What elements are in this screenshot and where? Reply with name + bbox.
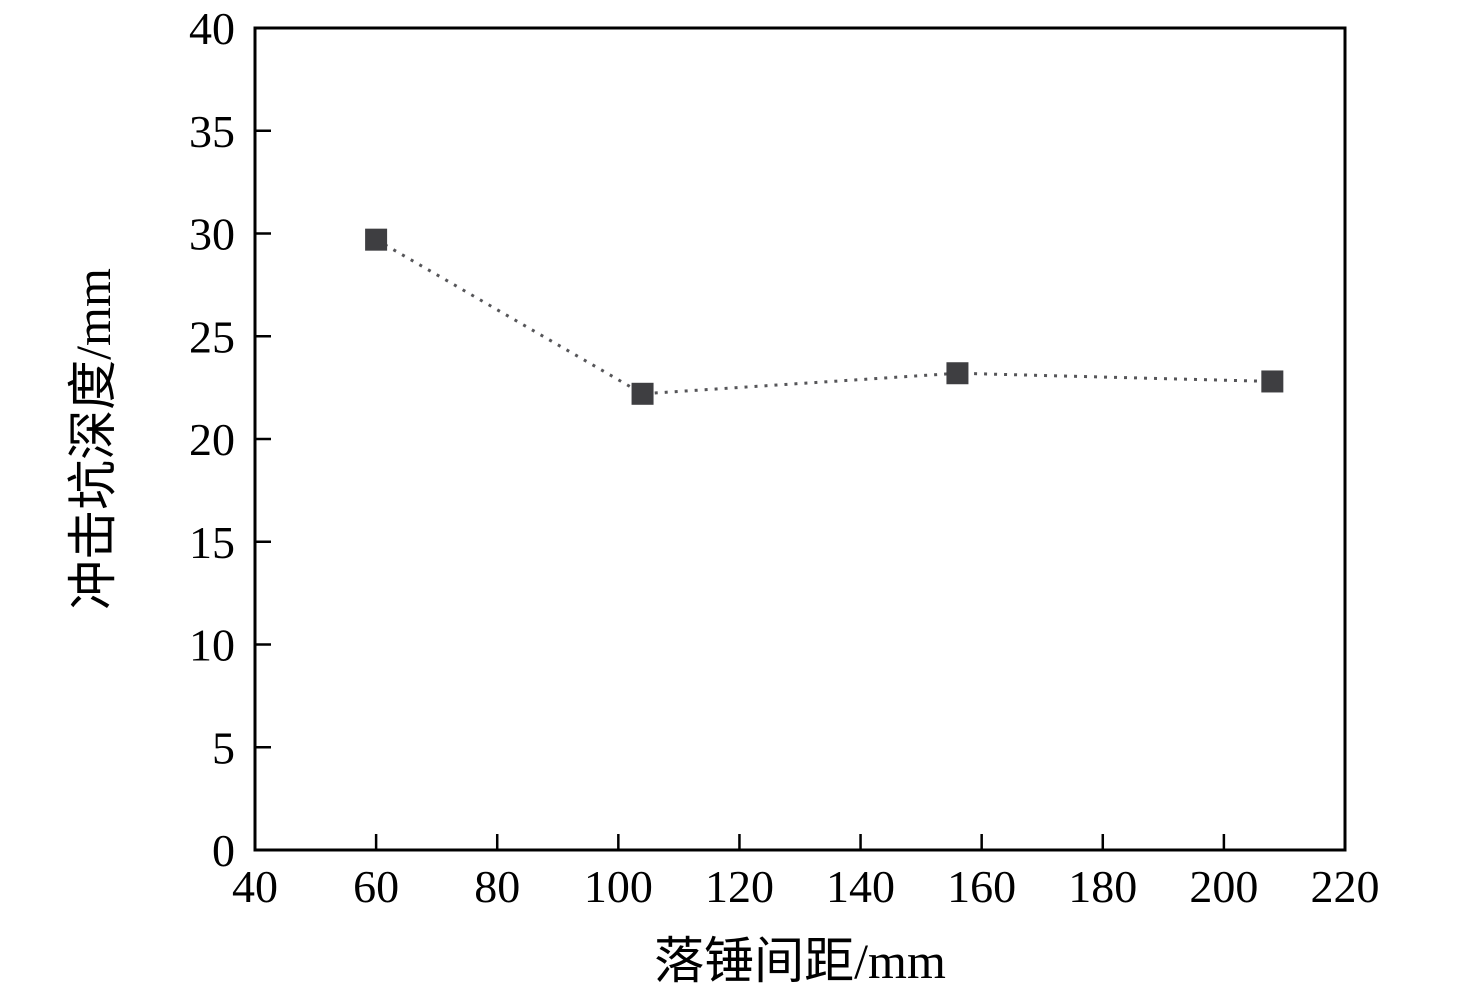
x-tick-label: 160 — [947, 861, 1016, 912]
x-axis-title: 落锤间距/mm — [654, 933, 946, 989]
y-axis-title: 冲击坑深度/mm — [65, 268, 121, 610]
y-tick-label: 25 — [189, 311, 235, 362]
data-point-marker — [1261, 370, 1284, 393]
x-tick-label: 120 — [705, 861, 774, 912]
y-tick-label: 10 — [189, 620, 235, 671]
x-tick-label: 40 — [232, 861, 278, 912]
x-tick-label: 220 — [1311, 861, 1380, 912]
data-point-marker — [631, 382, 654, 405]
y-tick-label: 20 — [189, 414, 235, 465]
y-tick-label: 15 — [189, 517, 235, 568]
x-tick-label: 100 — [584, 861, 653, 912]
x-tick-label: 180 — [1068, 861, 1137, 912]
x-tick-label: 60 — [353, 861, 399, 912]
y-tick-label: 35 — [189, 106, 235, 157]
y-tick-label: 30 — [189, 209, 235, 260]
x-tick-label: 140 — [826, 861, 895, 912]
series-line — [375, 238, 1273, 396]
plot-frame — [253, 26, 1347, 852]
y-tick-label: 0 — [212, 825, 235, 876]
y-tick-label: 5 — [212, 722, 235, 773]
y-tick-label: 40 — [189, 3, 235, 54]
x-tick-label: 80 — [474, 861, 520, 912]
data-point-marker — [365, 228, 388, 251]
x-tick-label: 200 — [1189, 861, 1258, 912]
data-point-marker — [946, 362, 969, 385]
